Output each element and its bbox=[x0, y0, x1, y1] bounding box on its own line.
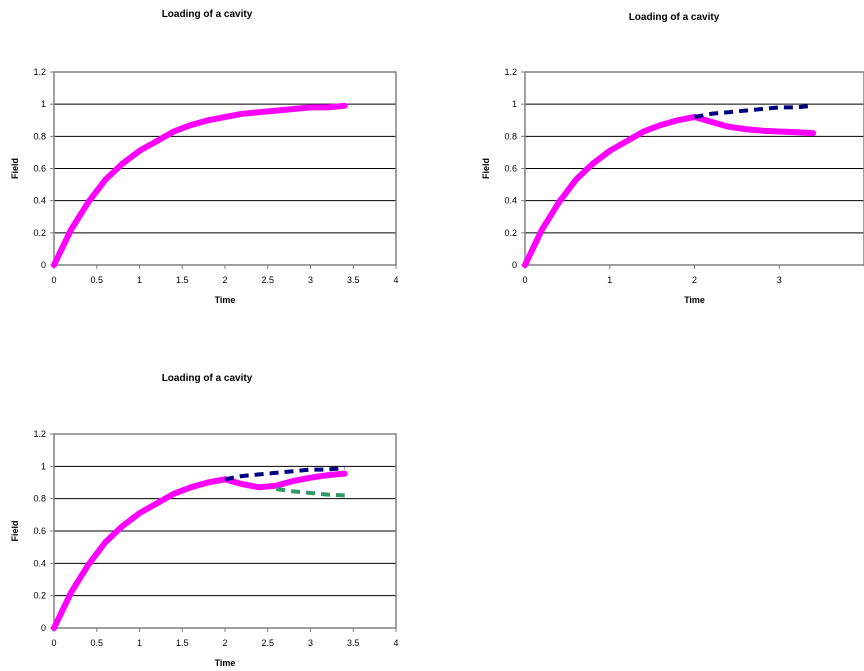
dashed-series-line bbox=[694, 103, 814, 119]
x-tick-label: 4 bbox=[393, 275, 398, 285]
y-tick-label: 0.2 bbox=[33, 228, 46, 238]
field-series-line bbox=[51, 102, 348, 268]
y-axis-label: Field bbox=[10, 520, 20, 541]
chart-title: Loading of a cavity bbox=[162, 373, 253, 384]
y-tick-label: 0.4 bbox=[504, 196, 517, 206]
x-tick-label: 1 bbox=[137, 638, 142, 648]
x-tick-label: 2.5 bbox=[261, 638, 274, 648]
y-tick-label: 1.2 bbox=[33, 429, 46, 439]
y-tick-label: 0.6 bbox=[33, 526, 46, 536]
x-tick-label: 1 bbox=[607, 275, 612, 285]
x-tick-label: 2.5 bbox=[261, 275, 274, 285]
y-tick-label: 0.6 bbox=[33, 164, 46, 174]
chart-title: Loading of a cavity bbox=[629, 12, 720, 23]
y-tick-label: 0 bbox=[41, 260, 46, 270]
x-tick-label: 0.5 bbox=[90, 638, 103, 648]
x-axis-label: Time bbox=[215, 295, 236, 305]
x-tick-label: 3.5 bbox=[347, 638, 360, 648]
x-tick-label: 2 bbox=[692, 275, 697, 285]
x-tick-label: 3 bbox=[308, 275, 313, 285]
y-tick-label: 0.8 bbox=[33, 131, 46, 141]
chart-2: Loading of a cavity 0 0.2 0.4 0.6 0.8 1 1.2 0 1 2 3… bbox=[472, 0, 864, 310]
plot-area bbox=[53, 433, 397, 629]
x-tick-label: 2 bbox=[222, 638, 227, 648]
x-tick-label: 4 bbox=[393, 638, 398, 648]
field-series-line bbox=[51, 470, 348, 631]
x-tick-label: 2 bbox=[222, 275, 227, 285]
y-tick-label: 1.2 bbox=[33, 67, 46, 77]
chart-svg: Loading of a cavity 0 0.2 0.4 0.6 0.8 1 1.2 0 0.5… bbox=[10, 9, 399, 305]
x-tick-label: 0 bbox=[522, 275, 527, 285]
y-tick-label: 0.2 bbox=[33, 591, 46, 601]
y-tick-label: 0.2 bbox=[504, 228, 517, 238]
x-axis-label: Time bbox=[684, 295, 705, 305]
chart-svg: Loading of a cavity 0 0.2 0.4 0.6 0.8 1 1.2 0 1 2 3… bbox=[481, 12, 864, 305]
x-tick-label: 1 bbox=[137, 275, 142, 285]
plot-area bbox=[53, 71, 397, 266]
y-tick-label: 0.4 bbox=[33, 196, 46, 206]
x-tick-label: 3.5 bbox=[347, 275, 360, 285]
y-axis-label: Field bbox=[481, 158, 491, 179]
y-tick-label: 1 bbox=[512, 99, 517, 109]
y-tick-label: 1.2 bbox=[504, 67, 517, 77]
y-tick-label: 0.4 bbox=[33, 558, 46, 568]
field-series-line bbox=[522, 114, 817, 268]
chart-1: Loading of a cavity 0 0.2 0.4 0.6 0.8 1 1.2 0 0.5… bbox=[0, 0, 420, 310]
x-axis-label: Time bbox=[215, 658, 236, 668]
y-tick-label: 0.8 bbox=[504, 131, 517, 141]
x-tick-label: 0.5 bbox=[90, 275, 103, 285]
y-tick-label: 1 bbox=[41, 99, 46, 109]
chart-svg: Loading of a cavity 0 0.2 0.4 0.6 0.8 1 1.2 0 0.5… bbox=[10, 373, 399, 668]
x-tick-label: 3 bbox=[308, 638, 313, 648]
x-tick-label: 0 bbox=[51, 638, 56, 648]
dashed-series-line bbox=[276, 487, 345, 498]
x-tick-label: 3 bbox=[777, 275, 782, 285]
y-tick-label: 0 bbox=[512, 260, 517, 270]
y-tick-label: 0.8 bbox=[33, 494, 46, 504]
y-axis-label: Field bbox=[10, 158, 20, 179]
dashed-series-line bbox=[224, 465, 345, 482]
chart-title: Loading of a cavity bbox=[162, 9, 253, 20]
x-tick-label: 0 bbox=[51, 275, 56, 285]
y-tick-label: 0.6 bbox=[504, 164, 517, 174]
chart-3: Loading of a cavity 0 0.2 0.4 0.6 0.8 1 1.2 0 0.5… bbox=[0, 362, 420, 668]
y-tick-label: 1 bbox=[41, 461, 46, 471]
y-tick-label: 0 bbox=[41, 623, 46, 633]
plot-area bbox=[524, 71, 864, 266]
x-tick-label: 1.5 bbox=[176, 275, 189, 285]
x-tick-label: 1.5 bbox=[176, 638, 189, 648]
